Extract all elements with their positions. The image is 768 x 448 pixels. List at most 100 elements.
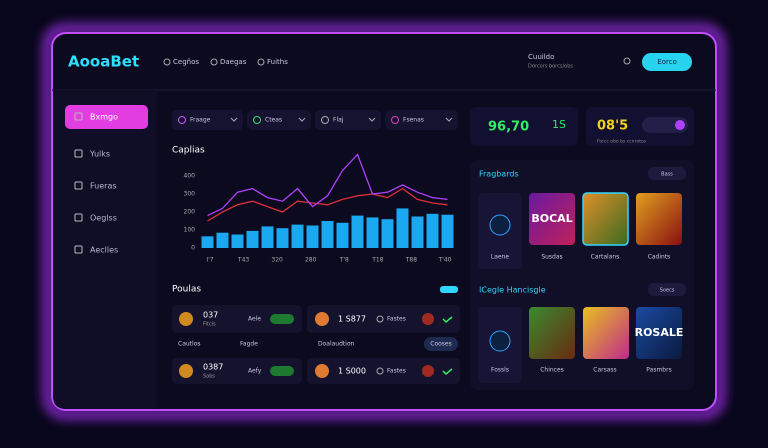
bar	[261, 226, 274, 248]
game-art-title: BOCAL	[531, 212, 572, 225]
frame-glow	[44, 25, 724, 418]
result-button-label: Cooses	[430, 341, 451, 348]
game-art-title: ROSALE	[635, 326, 684, 339]
x-tick-label: T88	[405, 257, 417, 264]
filter-pill[interactable]	[172, 110, 243, 130]
filter-caret	[230, 117, 238, 122]
result-icon	[376, 315, 384, 323]
stat-value: 1S	[552, 118, 566, 131]
search-icon	[623, 57, 631, 65]
bar	[396, 208, 409, 248]
filter-caret	[298, 117, 306, 122]
bar	[231, 234, 244, 248]
game-label: Chinces	[540, 367, 564, 374]
bar	[291, 224, 304, 248]
avatar	[422, 313, 434, 325]
section-button[interactable]	[648, 167, 686, 180]
result-button[interactable]	[424, 337, 458, 351]
toggle[interactable]	[440, 286, 458, 293]
filter-icon	[321, 116, 329, 124]
avatar	[179, 364, 193, 378]
chart-title: Caplias	[172, 146, 205, 156]
game-label: Pasmbrs	[646, 367, 671, 374]
stat-value: 96,70	[488, 120, 529, 135]
game-label: Fossls	[491, 367, 509, 374]
sidebar-icon	[74, 181, 83, 190]
game-art[interactable]	[636, 193, 682, 245]
stat-value: 08'5	[597, 119, 628, 134]
section-title: Fragbards	[479, 170, 519, 179]
section-title: ICegle Hancisgle	[479, 286, 546, 295]
user-sub: Dorcors borcs/obs	[528, 64, 573, 70]
sidebar-icon	[74, 112, 83, 121]
result-text: Cautlos	[178, 341, 201, 348]
filter-caret	[445, 117, 453, 122]
bar	[426, 213, 439, 248]
sidebar	[53, 90, 157, 409]
nav-icon	[163, 58, 171, 66]
sidebar-item: Yulks	[89, 150, 110, 159]
result-row	[172, 358, 302, 384]
filter-label: Fraage	[190, 117, 211, 124]
nav-link: Cegños	[173, 58, 199, 66]
section-title: Poulas	[172, 285, 201, 295]
bar	[336, 222, 349, 248]
x-tick-label: 320	[271, 257, 283, 264]
x-tick-label: T'8	[339, 257, 349, 264]
toggle[interactable]	[642, 117, 688, 133]
filter-icon	[253, 116, 261, 124]
user-name: Cuuildo	[528, 53, 554, 61]
result-tag: Aele	[248, 316, 261, 323]
x-tick-label: T'40	[438, 257, 452, 264]
section-button-label: Soecs	[660, 288, 675, 294]
result-code: 037	[203, 311, 218, 320]
nav-link: Fuiths	[267, 58, 288, 66]
bar	[201, 236, 214, 248]
stat-note: Forcc obo bs ccirrotos	[597, 139, 647, 145]
nav-icon	[257, 58, 265, 66]
result-button[interactable]	[270, 314, 294, 324]
game-art[interactable]	[529, 307, 575, 359]
filter-icon	[178, 116, 186, 124]
filter-pill[interactable]	[247, 110, 311, 130]
filter-label: Fsenas	[403, 117, 424, 124]
result-sub: Fitcis	[203, 322, 216, 328]
result-icon	[376, 367, 384, 375]
filter-caret	[368, 117, 376, 122]
game-art[interactable]	[529, 193, 575, 245]
bar	[441, 214, 454, 248]
check	[442, 368, 453, 376]
game-label: Laene	[491, 254, 510, 261]
game-art[interactable]	[636, 307, 682, 359]
game-icon	[489, 214, 511, 236]
result-amount: 1 S000	[338, 367, 366, 376]
check	[442, 316, 453, 324]
header-button[interactable]	[642, 53, 692, 71]
header-button-label: Eorco	[657, 58, 677, 66]
filter-label: Cteas	[265, 117, 282, 124]
result-label: Fastes	[387, 316, 406, 323]
section-button-label: Bass	[661, 172, 673, 178]
filter-pill[interactable]	[385, 110, 458, 130]
bar	[216, 232, 229, 248]
sidebar-item: Oeglss	[90, 214, 117, 223]
avatar	[315, 364, 329, 378]
sidebar-item: Aeclles	[90, 246, 118, 255]
result-code: 0387	[203, 363, 223, 372]
avatar	[315, 312, 329, 326]
y-tick-label: 400	[184, 173, 196, 180]
game-icon	[489, 330, 511, 352]
bar	[306, 225, 319, 248]
game-label: Carsass	[593, 367, 616, 374]
sidebar-active[interactable]	[65, 105, 148, 129]
avatar	[179, 312, 193, 326]
filter-pill[interactable]	[315, 110, 381, 130]
game-art[interactable]	[583, 307, 629, 359]
result-button[interactable]	[270, 366, 294, 376]
bar	[366, 217, 379, 248]
section-button[interactable]	[648, 283, 686, 296]
y-tick-label: 300	[184, 191, 196, 198]
result-text: Fagde	[240, 341, 258, 348]
game-art[interactable]	[582, 192, 629, 246]
